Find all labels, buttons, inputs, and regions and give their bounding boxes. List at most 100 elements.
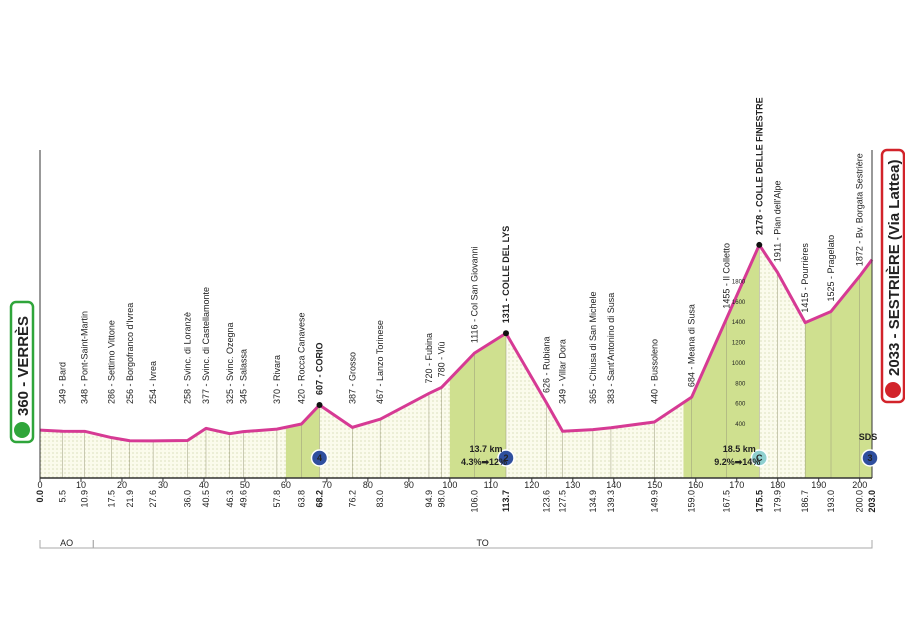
x-tick-label: 180 [770,480,785,490]
climb-fill [683,244,760,478]
km-label: 21.9 [125,490,135,508]
waypoint-label: 607 - CORIO [315,342,325,395]
km-label: 98.0 [437,490,447,508]
climb-fill [285,404,320,478]
climb-length: 18.5 km [723,444,756,454]
km-label: 63.8 [296,490,306,508]
waypoint-label: 1455 - Il Colletto [722,243,732,309]
region-bracket [92,540,873,549]
climb-fill [805,259,872,478]
waypoint-label: 370 - Rivara [272,355,282,404]
x-tick-label: 160 [688,480,703,490]
waypoint-label: 349 - Villar Dora [558,339,568,404]
waypoint-label: 256 - Borgofranco d'Ivrea [125,303,135,404]
x-tick-label: 30 [158,480,168,490]
category-badge [310,449,329,467]
x-tick-label: 140 [606,480,621,490]
km-label: 127.5 [558,490,568,513]
waypoint-label: 254 - Ivrea [148,361,158,404]
y-tick-label: 1200 [732,341,746,347]
km-label: 123.6 [542,490,552,513]
km-label: 139.3 [606,490,616,513]
km-label: 149.9 [649,490,659,513]
km-label: 179.9 [772,490,782,513]
waypoint-label: 348 - Pont-Saint-Martin [80,311,90,404]
x-tick-label: 190 [811,480,826,490]
climb-length: 13.7 km [469,444,502,454]
waypoint-label: 258 - Svinc. di Loranzè [183,312,193,404]
waypoint-label: 2178 - COLLE DELLE FINESTRE [754,97,764,235]
x-tick-label: 70 [322,480,332,490]
summit-dot [316,401,323,408]
waypoint-label: 467 - Lanzo Torinese [375,320,385,404]
waypoint-label: 365 - Chiusa di San Michele [588,291,598,404]
finish-box [880,148,905,404]
km-label: 57.8 [272,490,282,508]
y-tick-label: 1600 [732,300,746,306]
waypoint-label: 1911 - Pian dell'Alpe [772,181,782,263]
y-tick-label: 600 [735,402,746,408]
x-tick-label: 40 [199,480,209,490]
waypoint-label: 420 - Rocca Canavese [296,312,306,404]
y-tick-label: 800 [735,381,746,387]
x-tick-label: 130 [565,480,580,490]
waypoint-label: 1311 - COLLE DEL LYS [501,226,511,324]
category-label: 3 [867,453,872,463]
start-icon [14,422,30,438]
waypoint-label: 626 - Rubiana [542,336,552,393]
km-label: 175.5 [754,490,764,513]
climb-gradient: 9.2%➡14% [714,457,760,467]
km-label: 106.0 [469,490,479,513]
waypoint-label: 349 - Bard [58,362,68,404]
waypoint-label: 325 - Svinc. Ozegna [225,322,235,404]
km-label: 94.9 [424,490,434,508]
km-label: 167.5 [722,490,732,513]
category-label: 2 [503,453,508,463]
waypoint-label: 1116 - Col San Giovanni [469,246,479,343]
x-tick-label: 170 [729,480,744,490]
start-label: 360 - VERRÈS [15,316,32,416]
km-label: 27.6 [148,490,158,508]
finish-tag: SDS [859,432,878,442]
waypoint-label: 1525 - Pragelato [826,235,836,302]
waypoint-label: 377 - Svinc. di Castellamonte [201,287,211,404]
x-tick-label: 0 [37,480,42,490]
x-tick-label: 120 [524,480,539,490]
x-tick-label: 50 [240,480,250,490]
km-label: 68.2 [315,490,325,508]
x-tick-label: 110 [484,480,498,490]
category-badge [861,449,879,467]
km-label: 186.7 [800,490,810,513]
km-label: 36.0 [183,490,193,508]
waypoint-label: 387 - Grosso [347,352,357,404]
profile-line [39,243,874,443]
x-tick-label: 80 [363,480,373,490]
km-label: 40.5 [201,490,211,508]
finish-icon [885,382,901,398]
region-label: AO [60,538,73,548]
y-tick-label: 1000 [732,361,746,367]
x-tick-label: 10 [76,480,86,490]
climb-fill [449,333,507,478]
category-label: 4 [317,453,322,463]
x-tick-label: 200 [852,480,867,490]
y-tick-label: 1400 [732,320,746,326]
km-label: 49.6 [238,490,248,508]
x-tick-label: 150 [647,480,662,490]
waypoint-label: 684 - Meana di Susa [687,304,697,387]
category-badge [750,449,769,467]
finish-label: 2033 - SESTRIÈRE (Via Lattea) [886,160,903,376]
waypoint-label: 1415 - Pourrières [800,243,810,313]
x-tick-label: 60 [281,480,291,490]
km-label: 10.9 [80,490,90,508]
x-tick-label: 20 [117,480,127,490]
km-label: 83.0 [375,490,385,508]
km-label: 113.7 [501,490,511,512]
km-label: 46.3 [225,490,235,508]
waypoint-label: 440 - Bussoleno [649,339,659,404]
waypoint-label: 286 - Settimo Vittone [107,320,117,404]
waypoint-label: 1872 - Bv. Borgata Sestrière [855,153,865,266]
waypoint-label: 345 - Salassa [238,349,248,404]
x-tick-label: 90 [404,480,414,490]
